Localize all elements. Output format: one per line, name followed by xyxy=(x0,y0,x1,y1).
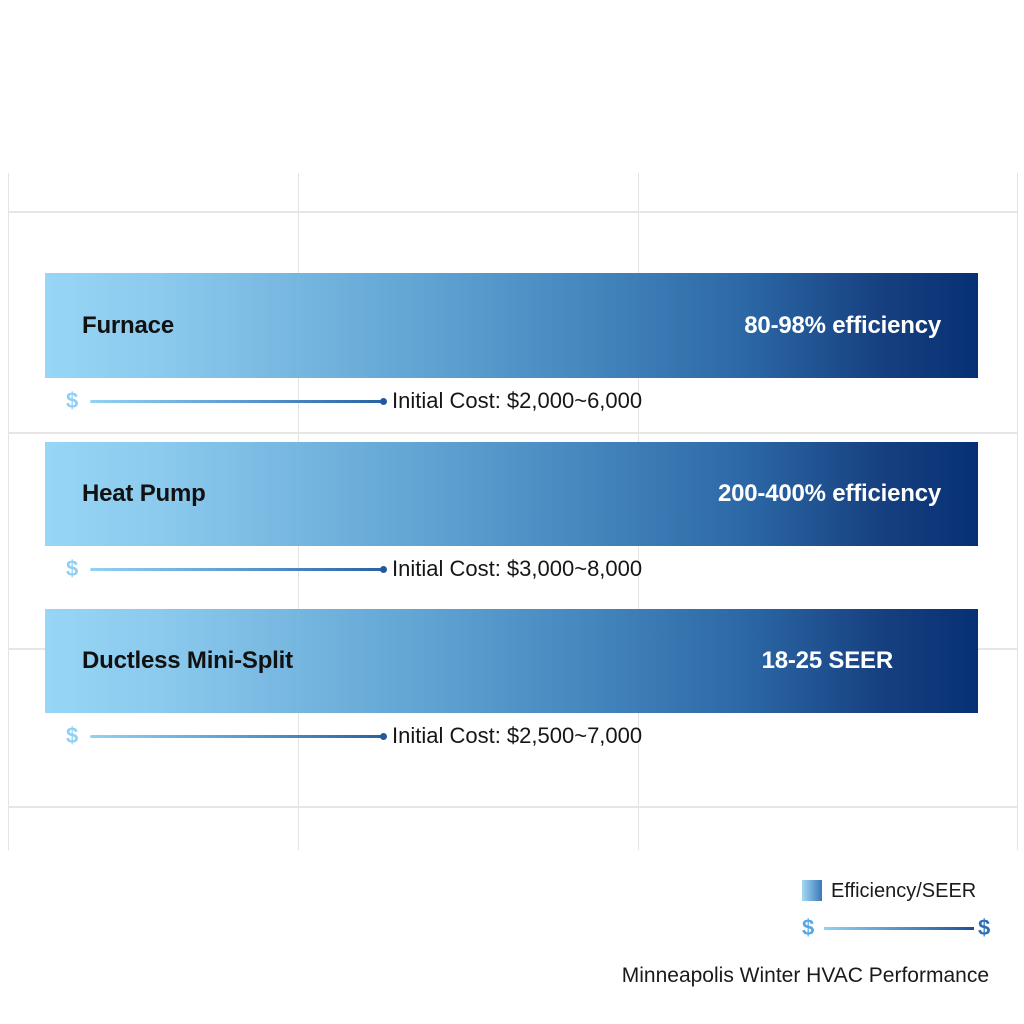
cost-line xyxy=(90,400,383,403)
grid-line-horizontal xyxy=(8,806,1017,808)
bar-value: 18-25 SEER xyxy=(761,647,894,674)
bar-label: Heat Pump xyxy=(82,480,206,507)
legend-cost: $ $ xyxy=(802,914,997,942)
grid-line-horizontal xyxy=(8,211,1017,213)
bar-ductless-mini-split: Ductless Mini-Split 18-25 SEER xyxy=(45,609,978,713)
bar-label: Furnace xyxy=(82,311,174,339)
dollar-icon: $ xyxy=(66,723,79,748)
dollar-icon: $ xyxy=(978,915,991,940)
cost-label: Initial Cost: $3,000~8,000 xyxy=(392,556,643,581)
bar-furnace: Furnace 80-98% efficiency xyxy=(45,273,978,378)
cost-row-ductless-mini-split: $ Initial Cost: $2,500~7,000 xyxy=(66,721,706,751)
cost-line xyxy=(90,735,383,738)
legend-swatch-gradient xyxy=(802,880,822,901)
cost-line xyxy=(90,568,383,571)
grid-line-vertical xyxy=(8,173,9,850)
bar-value: 80-98% efficiency xyxy=(744,311,941,339)
cost-row-heat-pump: $ Initial Cost: $3,000~8,000 xyxy=(66,554,706,584)
cost-line-endpoint xyxy=(380,733,387,740)
bar-value: 200-400% efficiency xyxy=(717,480,941,507)
cost-line-endpoint xyxy=(380,398,387,405)
dollar-icon: $ xyxy=(802,915,815,940)
dollar-icon: $ xyxy=(66,388,79,413)
bar-label: Ductless Mini-Split xyxy=(82,647,293,674)
dollar-icon: $ xyxy=(66,556,79,581)
grid-line-vertical xyxy=(1017,173,1018,850)
cost-label: Initial Cost: $2,500~7,000 xyxy=(392,723,643,748)
cost-row-furnace: $ Initial Cost: $2,000~6,000 xyxy=(66,386,706,416)
grid-line-horizontal xyxy=(8,432,1017,434)
cost-line-endpoint xyxy=(380,566,387,573)
bar-heat-pump: Heat Pump 200-400% efficiency xyxy=(45,442,978,546)
legend-cost-line xyxy=(824,927,974,930)
legend-label: Efficiency/SEER xyxy=(831,880,977,902)
cost-label: Initial Cost: $2,000~6,000 xyxy=(392,388,643,413)
chart-title: Minneapolis Winter HVAC Performance xyxy=(621,964,989,987)
